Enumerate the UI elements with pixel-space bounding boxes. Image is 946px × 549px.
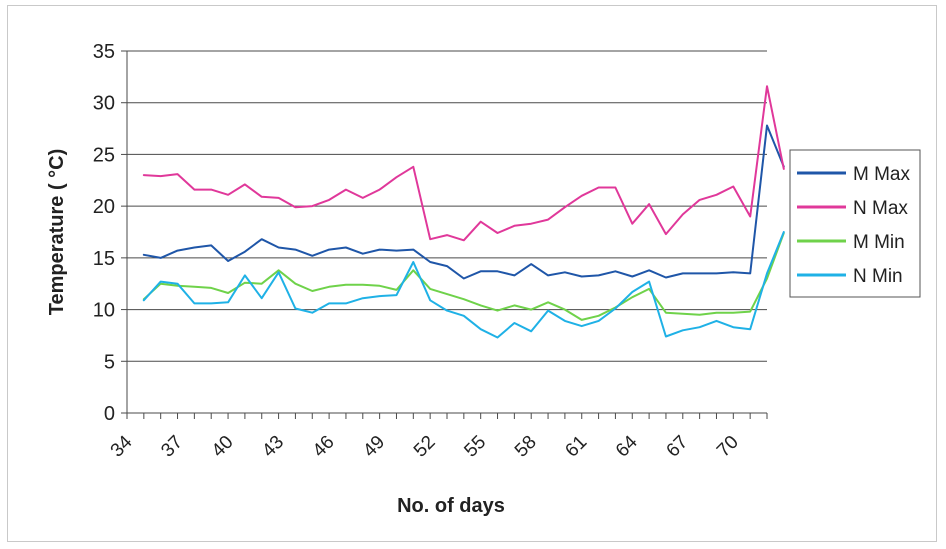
x-axis-title: No. of days [397,495,505,517]
x-tick-label: 34 [107,431,137,461]
gridlines [127,50,767,362]
x-tick-label: 40 [208,432,238,462]
x-tick-label: 70 [713,432,743,462]
series-line-n-max [142,85,785,242]
x-tick-label: 61 [561,432,591,462]
legend-label: N Max [853,198,908,219]
legend: M Max N Max M Min N Min [789,149,921,298]
series-line-m-min [142,232,785,321]
y-tick-label: 5 [104,351,115,373]
y-tick-label: 25 [93,144,115,166]
legend-label: M Max [853,164,911,185]
x-tick-label: 52 [410,432,440,462]
x-tick-label: 49 [359,432,389,462]
y-tick-label: 0 [104,403,115,425]
series-line-n-min [142,231,785,339]
legend-label: N Min [853,266,903,287]
x-tick-label: 46 [309,432,339,462]
axes: 0 5 10 15 20 25 30 35 34 37 40 43 46 49 52 55 58 61 64 67 70 [93,41,768,462]
x-tick-label: 58 [511,432,541,462]
x-tick-label: 55 [460,432,490,462]
series-lines [142,85,785,339]
x-tick-label: 37 [157,432,187,462]
y-tick-label: 20 [93,196,115,218]
y-axis-title: Temperature ( °C) [46,149,68,316]
x-tick-label: 64 [612,431,642,461]
x-tick-label: 43 [258,432,288,462]
series-line-m-max [142,124,785,280]
y-tick-label: 35 [93,41,115,63]
y-tick-label: 15 [93,248,115,270]
y-tick-label: 30 [93,93,115,115]
legend-label: M Min [853,232,905,253]
y-tick-label: 10 [93,300,115,322]
x-tick-label: 67 [663,432,693,462]
chart-frame [7,5,937,542]
